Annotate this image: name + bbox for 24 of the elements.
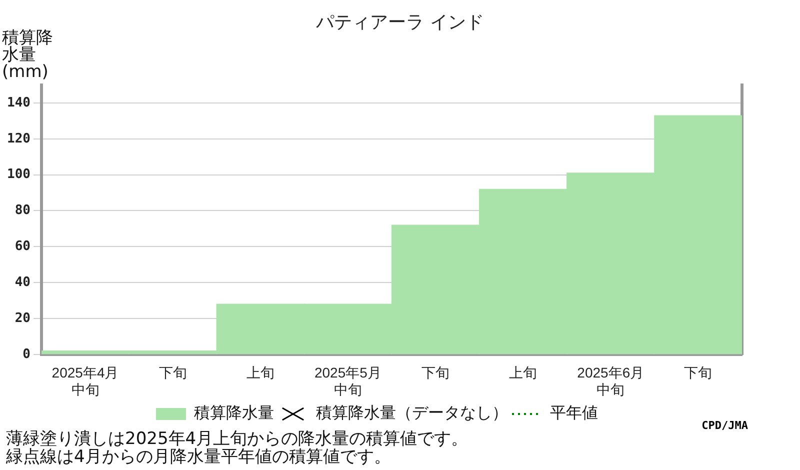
x-tick-label: 上旬 bbox=[509, 364, 538, 381]
y-tick-label: 0 bbox=[22, 346, 31, 362]
y-tick-label: 20 bbox=[14, 310, 31, 326]
y-tick-label: 100 bbox=[6, 167, 31, 182]
x-tick-label: 2025年6月中旬 bbox=[577, 364, 644, 398]
y-tick-label: 80 bbox=[14, 203, 31, 218]
y-tick-label: 140 bbox=[6, 95, 31, 110]
chart-title: パティアーラ インド bbox=[316, 12, 484, 33]
x-tick-label: 下旬 bbox=[422, 364, 450, 381]
text: 薄緑塗り潰しは2025年4月上旬からの降水量の積算値です。 bbox=[6, 429, 468, 449]
x-tick-label: 2025年5月中旬 bbox=[314, 364, 382, 398]
x-tick-label: 上旬 bbox=[246, 364, 274, 381]
legend-label: 積算降水量（データなし） bbox=[316, 403, 508, 422]
x-tick-label: 下旬 bbox=[158, 364, 187, 381]
y-tick-label: 40 bbox=[14, 274, 31, 290]
text: CPD/JMA bbox=[702, 419, 748, 432]
legend-label: 平年値 bbox=[550, 403, 598, 422]
x-tick-label: 下旬 bbox=[684, 364, 712, 381]
y-tick-label: 120 bbox=[6, 131, 31, 146]
y-axis-title: 積算降水量(mm) bbox=[2, 28, 54, 82]
y-tick-label: 60 bbox=[14, 239, 31, 254]
x-tick-label: 2025年4月中旬 bbox=[52, 364, 119, 398]
legend-label: 積算降水量 bbox=[194, 403, 274, 422]
text: 緑点線は4月からの月降水量平年値の積算値です。 bbox=[6, 447, 392, 467]
